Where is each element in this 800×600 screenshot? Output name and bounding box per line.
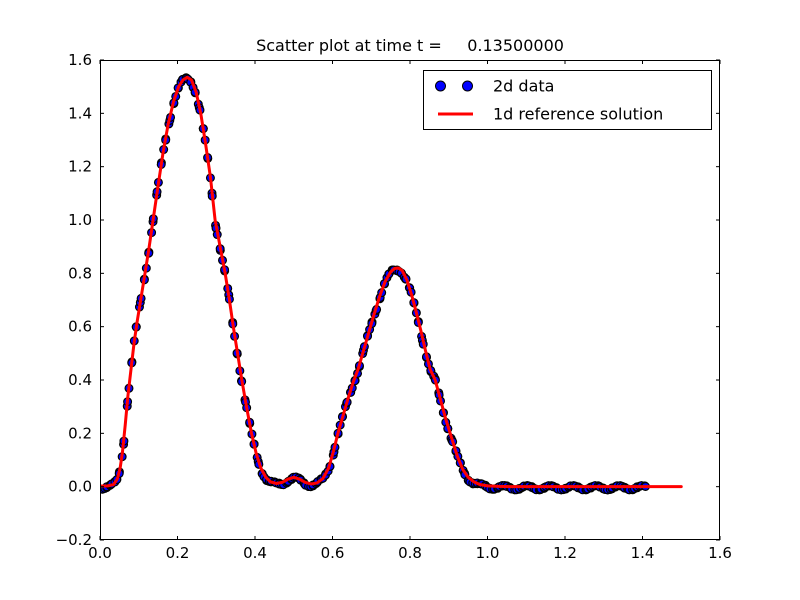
y-tick-label: 0.4 bbox=[68, 371, 92, 389]
x-tick-label: 1.4 bbox=[631, 544, 655, 562]
y-tick-label: −0.2 bbox=[56, 531, 92, 549]
x-tick-label: 0.0 bbox=[88, 544, 112, 562]
x-tick-label: 0.8 bbox=[398, 544, 422, 562]
x-tick-label: 1.0 bbox=[476, 544, 500, 562]
y-tick-label: 0.0 bbox=[68, 478, 92, 496]
line-series-1d-reference-solution bbox=[100, 75, 683, 489]
y-tick-label: 1.2 bbox=[68, 158, 92, 176]
y-tick-label: 1.4 bbox=[68, 104, 92, 122]
legend-entry-1d-reference: 1d reference solution bbox=[424, 100, 711, 128]
x-axis-tick-labels: 0.0 0.2 0.4 0.6 0.8 1.0 1.2 1.4 1.6 bbox=[88, 544, 732, 562]
scatter-marker-icon bbox=[435, 80, 446, 92]
y-axis-tick-labels: −0.2 0.0 0.2 0.4 0.6 0.8 1.0 1.2 1.4 1.6 bbox=[56, 51, 92, 549]
plot-area bbox=[100, 73, 683, 495]
legend-label-1d-reference: 1d reference solution bbox=[493, 104, 664, 124]
y-tick-label: 0.2 bbox=[68, 424, 92, 442]
x-tick-label: 0.4 bbox=[243, 544, 267, 562]
y-tick-label: 0.8 bbox=[68, 264, 92, 282]
x-tick-label: 0.6 bbox=[321, 544, 345, 562]
legend-box: 2d data 1d reference solution bbox=[423, 70, 712, 130]
scatter-marker-icon bbox=[462, 80, 473, 92]
y-tick-label: 1.0 bbox=[68, 211, 92, 229]
axis-ticks bbox=[99, 59, 721, 541]
line-swatch-icon bbox=[438, 112, 473, 116]
chart-title: Scatter plot at time t = 0.13500000 bbox=[256, 36, 564, 55]
y-tick-label: 1.6 bbox=[68, 51, 92, 69]
x-tick-label: 1.6 bbox=[708, 544, 732, 562]
y-tick-label: 0.6 bbox=[68, 318, 92, 336]
legend-entry-2d-data: 2d data bbox=[424, 72, 711, 100]
x-tick-label: 1.2 bbox=[553, 544, 577, 562]
scatter-series-2d-data bbox=[100, 73, 651, 495]
x-tick-label: 0.2 bbox=[166, 544, 190, 562]
legend-label-2d-data: 2d data bbox=[493, 76, 555, 96]
plot-border bbox=[100, 60, 720, 540]
